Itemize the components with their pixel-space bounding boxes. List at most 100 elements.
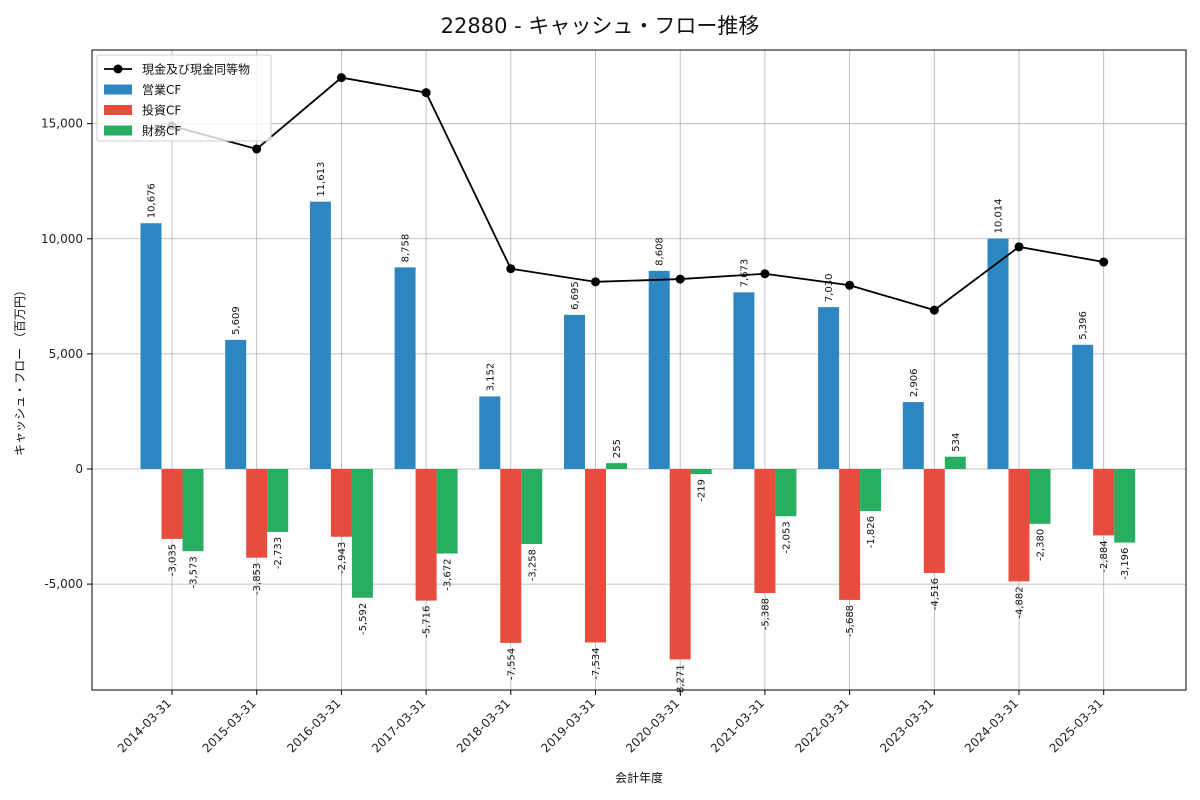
bar-value-label: -2,943 <box>337 542 348 574</box>
bar-value-label: -5,688 <box>845 605 856 637</box>
x-tick-label: 2018-03-31 <box>454 696 513 755</box>
cash-point <box>336 73 346 83</box>
y-axis-label: キャッシュ・フロー （百万円） <box>13 284 27 456</box>
bar-value-label: -4,882 <box>1015 586 1026 618</box>
bar-value-label: -8,271 <box>676 664 687 696</box>
cash-point <box>1014 242 1024 252</box>
bar-investing <box>1008 468 1030 582</box>
bar-operating <box>1072 344 1094 469</box>
bar-value-label: 534 <box>951 433 962 452</box>
bar-operating <box>987 238 1009 469</box>
plot-frame <box>91 49 1187 691</box>
bar-investing <box>839 468 861 600</box>
x-tick-label: 2022-03-31 <box>793 696 852 755</box>
bar-operating <box>394 267 416 469</box>
bar-investing <box>330 468 352 537</box>
bar-financing <box>606 463 627 469</box>
cash-point <box>506 264 516 274</box>
y-tick-label: 10,000 <box>41 232 83 246</box>
bar-financing <box>267 468 289 532</box>
x-tick-label: 2015-03-31 <box>200 696 259 755</box>
bar-value-label: 7,030 <box>824 274 835 303</box>
bar-value-label: -2,733 <box>273 537 284 569</box>
cash-point <box>591 277 600 287</box>
cash-point <box>675 274 685 284</box>
bar-value-label: -2,884 <box>1099 540 1110 572</box>
bar-value-label: 6,695 <box>570 281 581 310</box>
cash-point <box>760 269 770 279</box>
bar-value-label: 8,608 <box>655 237 666 266</box>
bar-financing <box>182 468 204 552</box>
y-tick-label: 15,000 <box>41 117 83 131</box>
bar-value-label: -3,573 <box>189 556 200 588</box>
x-tick-label: 2019-03-31 <box>538 696 597 755</box>
bar-financing <box>944 456 966 469</box>
cash-point <box>421 88 431 98</box>
cash-point <box>252 144 262 154</box>
bar-operating <box>225 339 247 469</box>
cash-point <box>929 305 939 315</box>
bar-investing <box>669 468 691 660</box>
bar-operating <box>648 270 670 469</box>
bar-investing <box>415 468 437 601</box>
cash-line <box>171 76 1104 312</box>
chart-title: 22880 - キャッシュ・フロー推移 <box>441 14 760 38</box>
bar-value-label: -3,672 <box>443 559 454 591</box>
legend-bar-swatch <box>104 84 132 95</box>
x-tick-label: 2025-03-31 <box>1047 696 1106 755</box>
bar-value-label: 10,014 <box>994 198 1005 233</box>
bar-operating <box>733 292 755 469</box>
bar-financing <box>351 468 373 598</box>
bar-financing <box>1029 468 1051 524</box>
bar-value-label: -5,592 <box>358 603 369 635</box>
bar-value-label: -7,554 <box>506 648 517 680</box>
cash-point <box>845 280 855 290</box>
bar-value-label: 10,676 <box>147 183 158 218</box>
bar-value-label: -3,853 <box>252 563 263 595</box>
legend-label: 現金及び現金同等物 <box>142 62 250 77</box>
bar-operating <box>818 307 840 469</box>
legend-box <box>96 54 272 142</box>
bar-value-label: -3,035 <box>168 544 179 576</box>
cash-point <box>1099 257 1109 267</box>
bar-value-label: 7,673 <box>739 259 750 288</box>
bar-value-label: 11,613 <box>316 162 327 197</box>
bar-value-label: -3,258 <box>527 549 538 581</box>
bar-financing <box>436 468 458 554</box>
y-tick-label: -5,000 <box>44 577 83 591</box>
legend-label: 財務CF <box>142 123 181 138</box>
bar-operating <box>309 201 331 469</box>
x-axis-label: 会計年度 <box>615 770 663 785</box>
bar-investing <box>754 468 776 594</box>
bar-investing <box>161 468 183 539</box>
bar-operating <box>140 223 162 469</box>
bar-value-label: -1,826 <box>866 516 877 548</box>
bar-value-label: 8,758 <box>401 234 412 263</box>
bar-operating <box>902 402 924 469</box>
x-tick-label: 2020-03-31 <box>623 696 682 755</box>
y-tick-label: 0 <box>75 462 83 476</box>
legend-label: 投資CF <box>142 103 181 118</box>
x-tick-label: 2016-03-31 <box>284 696 343 755</box>
bar-financing <box>775 468 797 517</box>
x-tick-label: 2017-03-31 <box>369 696 428 755</box>
bar-value-label: -7,534 <box>591 647 602 679</box>
bar-financing <box>690 468 712 475</box>
bar-investing <box>585 468 606 643</box>
y-tick-label: 5,000 <box>49 347 83 361</box>
bar-value-label: -4,516 <box>930 578 941 610</box>
x-tick-label: 2024-03-31 <box>962 696 1021 755</box>
bar-investing <box>1093 468 1115 536</box>
legend-marker-swatch <box>113 64 123 74</box>
bar-value-label: -5,388 <box>760 598 771 630</box>
x-tick-label: 2021-03-31 <box>708 696 767 755</box>
bar-value-label: -3,196 <box>1120 548 1131 580</box>
x-tick-label: 2023-03-31 <box>877 696 936 755</box>
bar-value-label: -219 <box>697 479 708 502</box>
bar-value-label: 255 <box>612 439 623 458</box>
legend-bar-swatch <box>104 105 132 115</box>
bar-operating <box>479 396 501 469</box>
